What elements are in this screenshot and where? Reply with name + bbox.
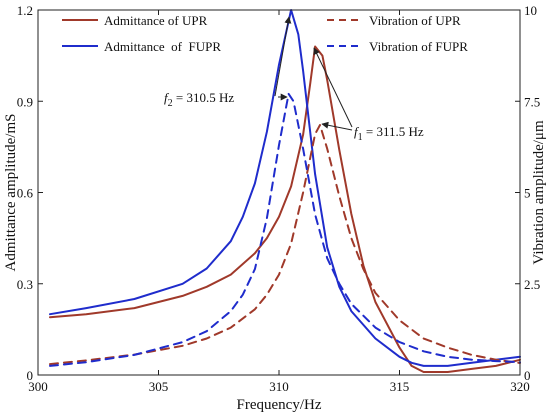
- axes: [37, 9, 521, 376]
- annotations: f2 = 310.5 Hz f1 = 311.5 Hz: [164, 16, 424, 143]
- x-tick-label: 315: [390, 379, 410, 394]
- y-axis-right-label: Vibration amplitude/μm: [531, 120, 547, 265]
- annotation-f1-symbol: f: [354, 124, 360, 139]
- y-right-tick-label: 7.5: [524, 94, 540, 109]
- annotation-f2: f2 = 310.5 Hz: [164, 90, 234, 109]
- plot-area: [49, 9, 521, 373]
- y-right-tick-label: 5: [524, 186, 531, 201]
- y-right-tick-label: 0: [524, 368, 531, 383]
- y-left-tick-label: 0.6: [17, 186, 34, 201]
- x-axis-label: Frequency/Hz: [237, 397, 322, 413]
- series-line-admittance-of-upr: [49, 45, 521, 373]
- annotation-f2-sub: 2: [168, 98, 173, 109]
- x-tick-label: 320: [510, 379, 530, 394]
- annotation-f1-sub: 1: [358, 132, 363, 143]
- y-left-tick-label: 0: [27, 368, 34, 383]
- legend: Admittance of UPR Admittance of FUPR Vib…: [62, 13, 468, 54]
- y-right-tick-label: 2.5: [524, 277, 540, 292]
- annotation-f1: f1 = 311.5 Hz: [354, 124, 424, 143]
- x-tick-label: 305: [149, 379, 169, 394]
- x-tick-label: 300: [28, 379, 48, 394]
- y-right-tick-label: 10: [524, 3, 537, 18]
- legend-label-admittance-fupr: Admittance of FUPR: [104, 39, 221, 54]
- legend-label-vibration-fupr: Vibration of FUPR: [369, 39, 468, 54]
- annotation-f2-value: = 310.5 Hz: [173, 90, 235, 105]
- y-left-tick-label: 0.9: [17, 94, 33, 109]
- series-line-vibration-of-upr: [49, 124, 521, 366]
- annotation-f1-value: = 311.5 Hz: [363, 124, 424, 139]
- legend-label-admittance-upr: Admittance of UPR: [104, 13, 208, 28]
- y-axis-left-label: Admittance amplitude/mS: [3, 114, 19, 272]
- annotation-f1-arrow-admittance: [313, 47, 353, 128]
- x-tick-label: 310: [269, 379, 289, 394]
- series-line-vibration-of-fupr: [49, 92, 521, 367]
- y-left-tick-label: 0.3: [17, 277, 33, 292]
- annotation-f1-arrow-vibration: [321, 121, 353, 131]
- annotation-f2-symbol: f: [164, 90, 170, 105]
- legend-label-vibration-upr: Vibration of UPR: [369, 13, 461, 28]
- annotation-f2-arrow-admittance: [274, 16, 292, 97]
- series-line-admittance-of-fupr: [49, 9, 521, 367]
- y-left-tick-label: 1.2: [17, 3, 33, 18]
